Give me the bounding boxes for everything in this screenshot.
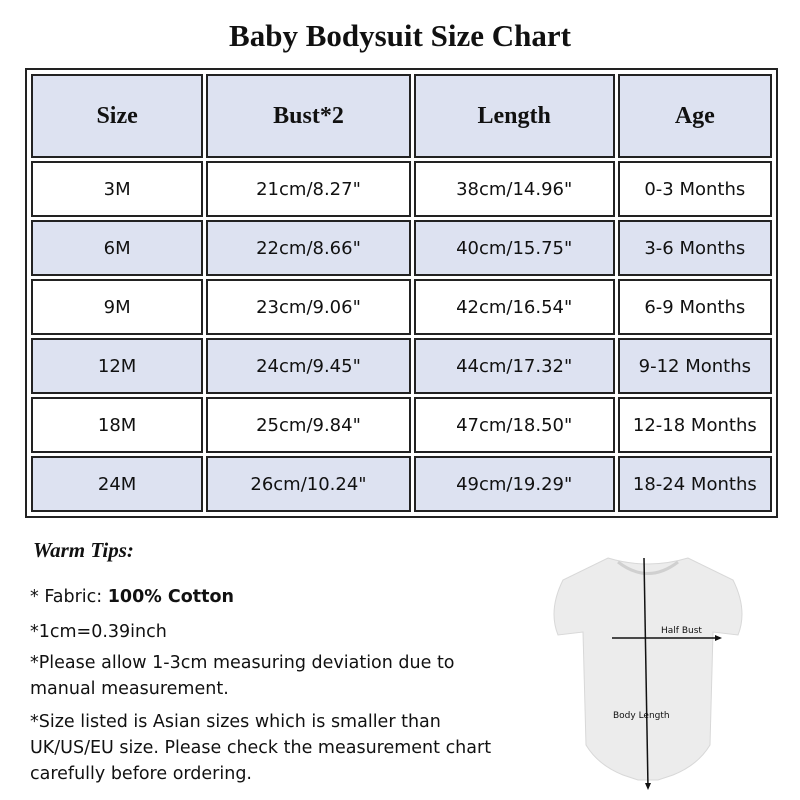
table-cell: 3-6 Months: [617, 220, 772, 276]
table-cell: 0-3 Months: [617, 161, 772, 217]
table-cell: 49cm/19.29": [413, 456, 615, 512]
tip-fabric: * Fabric: 100% Cotton: [30, 584, 530, 610]
table-cell: 6M: [31, 220, 204, 276]
table-cell: 23cm/9.06": [206, 279, 411, 335]
page-title: Baby Bodysuit Size Chart: [229, 18, 571, 53]
table-cell: 47cm/18.50": [413, 397, 615, 453]
body-length-label: Body Length: [613, 711, 670, 721]
table-cell: 12M: [31, 338, 204, 394]
half-bust-label: Half Bust: [661, 626, 702, 636]
column-header: Length: [413, 74, 615, 158]
table-row: 18M 25cm/9.84" 47cm/18.50" 12-18 Months: [31, 397, 772, 453]
table-row: 12M 24cm/9.45" 44cm/17.32" 9-12 Months: [31, 338, 772, 394]
table-cell: 24cm/9.45": [206, 338, 411, 394]
table-cell: 26cm/10.24": [206, 456, 411, 512]
tips-title: Warm Tips:: [33, 538, 134, 562]
body-length-arrow: [643, 557, 649, 789]
table-cell: 18-24 Months: [617, 456, 772, 512]
table-cell: 18M: [31, 397, 204, 453]
table-cell: 6-9 Months: [617, 279, 772, 335]
table-cell: 12-18 Months: [617, 397, 772, 453]
tip-conversion: *1cm=0.39inch: [30, 622, 167, 642]
bodysuit-measurement-diagram: Half Bust Body Length: [553, 557, 743, 790]
table-cell: 22cm/8.66": [206, 220, 411, 276]
tip-deviation: *Please allow 1-3cm measuring deviation …: [30, 653, 455, 699]
column-header: Size: [31, 74, 204, 158]
bodysuit-image: [553, 557, 743, 781]
table-row: 3M 21cm/8.27" 38cm/14.96" 0-3 Months: [31, 161, 772, 217]
table-cell: 25cm/9.84": [206, 397, 411, 453]
fabric-value: 100% Cotton: [107, 587, 234, 607]
column-header: Bust*2: [206, 74, 411, 158]
table-row: 6M 22cm/8.66" 40cm/15.75" 3-6 Months: [31, 220, 772, 276]
table-cell: 3M: [31, 161, 204, 217]
fabric-label: * Fabric:: [30, 587, 108, 607]
tip-asian-size: *Size listed is Asian sizes which is sma…: [30, 712, 492, 784]
size-chart-table: Size Bust*2 Length Age 3M 21cm/8.27" 38cm/14.…: [25, 68, 778, 518]
table-cell: 9M: [31, 279, 204, 335]
table-cell: 40cm/15.75": [413, 220, 615, 276]
table-cell: 44cm/17.32": [413, 338, 615, 394]
table-row: 9M 23cm/9.06" 42cm/16.54" 6-9 Months: [31, 279, 772, 335]
column-header: Age: [617, 74, 772, 158]
table-cell: 9-12 Months: [617, 338, 772, 394]
table-cell: 42cm/16.54": [413, 279, 615, 335]
table-row: 24M 26cm/10.24" 49cm/19.29" 18-24 Months: [31, 456, 772, 512]
table-cell: 21cm/8.27": [206, 161, 411, 217]
table-cell: 24M: [31, 456, 204, 512]
table-cell: 38cm/14.96": [413, 161, 615, 217]
